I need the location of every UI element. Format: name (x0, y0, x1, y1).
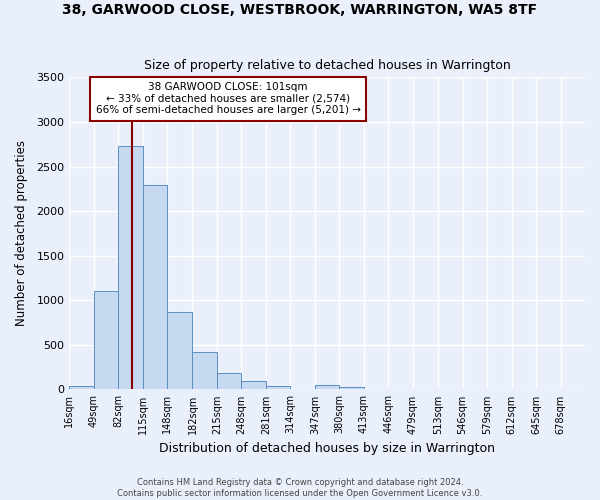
Bar (118, 146, 143, 390)
Text: 38, GARWOOD CLOSE, WESTBROOK, WARRINGTON, WA5 8TF: 38, GARWOOD CLOSE, WESTBROOK, WARRINGTON… (62, 2, 538, 16)
Title: Size of property relative to detached houses in Warrington: Size of property relative to detached ho… (144, 59, 511, 72)
Bar (340, 387, 364, 390)
Bar (193, 352, 217, 390)
Bar (167, 312, 193, 390)
Bar (70, 386, 94, 390)
Text: 38 GARWOOD CLOSE: 101sqm
← 33% of detached houses are smaller (2,574)
66% of sem: 38 GARWOOD CLOSE: 101sqm ← 33% of detach… (95, 82, 361, 116)
Y-axis label: Number of detached properties: Number of detached properties (15, 140, 28, 326)
Bar (315, 384, 340, 390)
Bar (364, 388, 388, 390)
Bar (217, 373, 241, 390)
Bar (143, 185, 167, 390)
Bar (241, 381, 266, 390)
X-axis label: Distribution of detached houses by size in Warrington: Distribution of detached houses by size … (159, 442, 495, 455)
Bar (266, 386, 290, 390)
Text: Contains HM Land Registry data © Crown copyright and database right 2024.
Contai: Contains HM Land Registry data © Crown c… (118, 478, 482, 498)
Bar (94, 292, 118, 390)
